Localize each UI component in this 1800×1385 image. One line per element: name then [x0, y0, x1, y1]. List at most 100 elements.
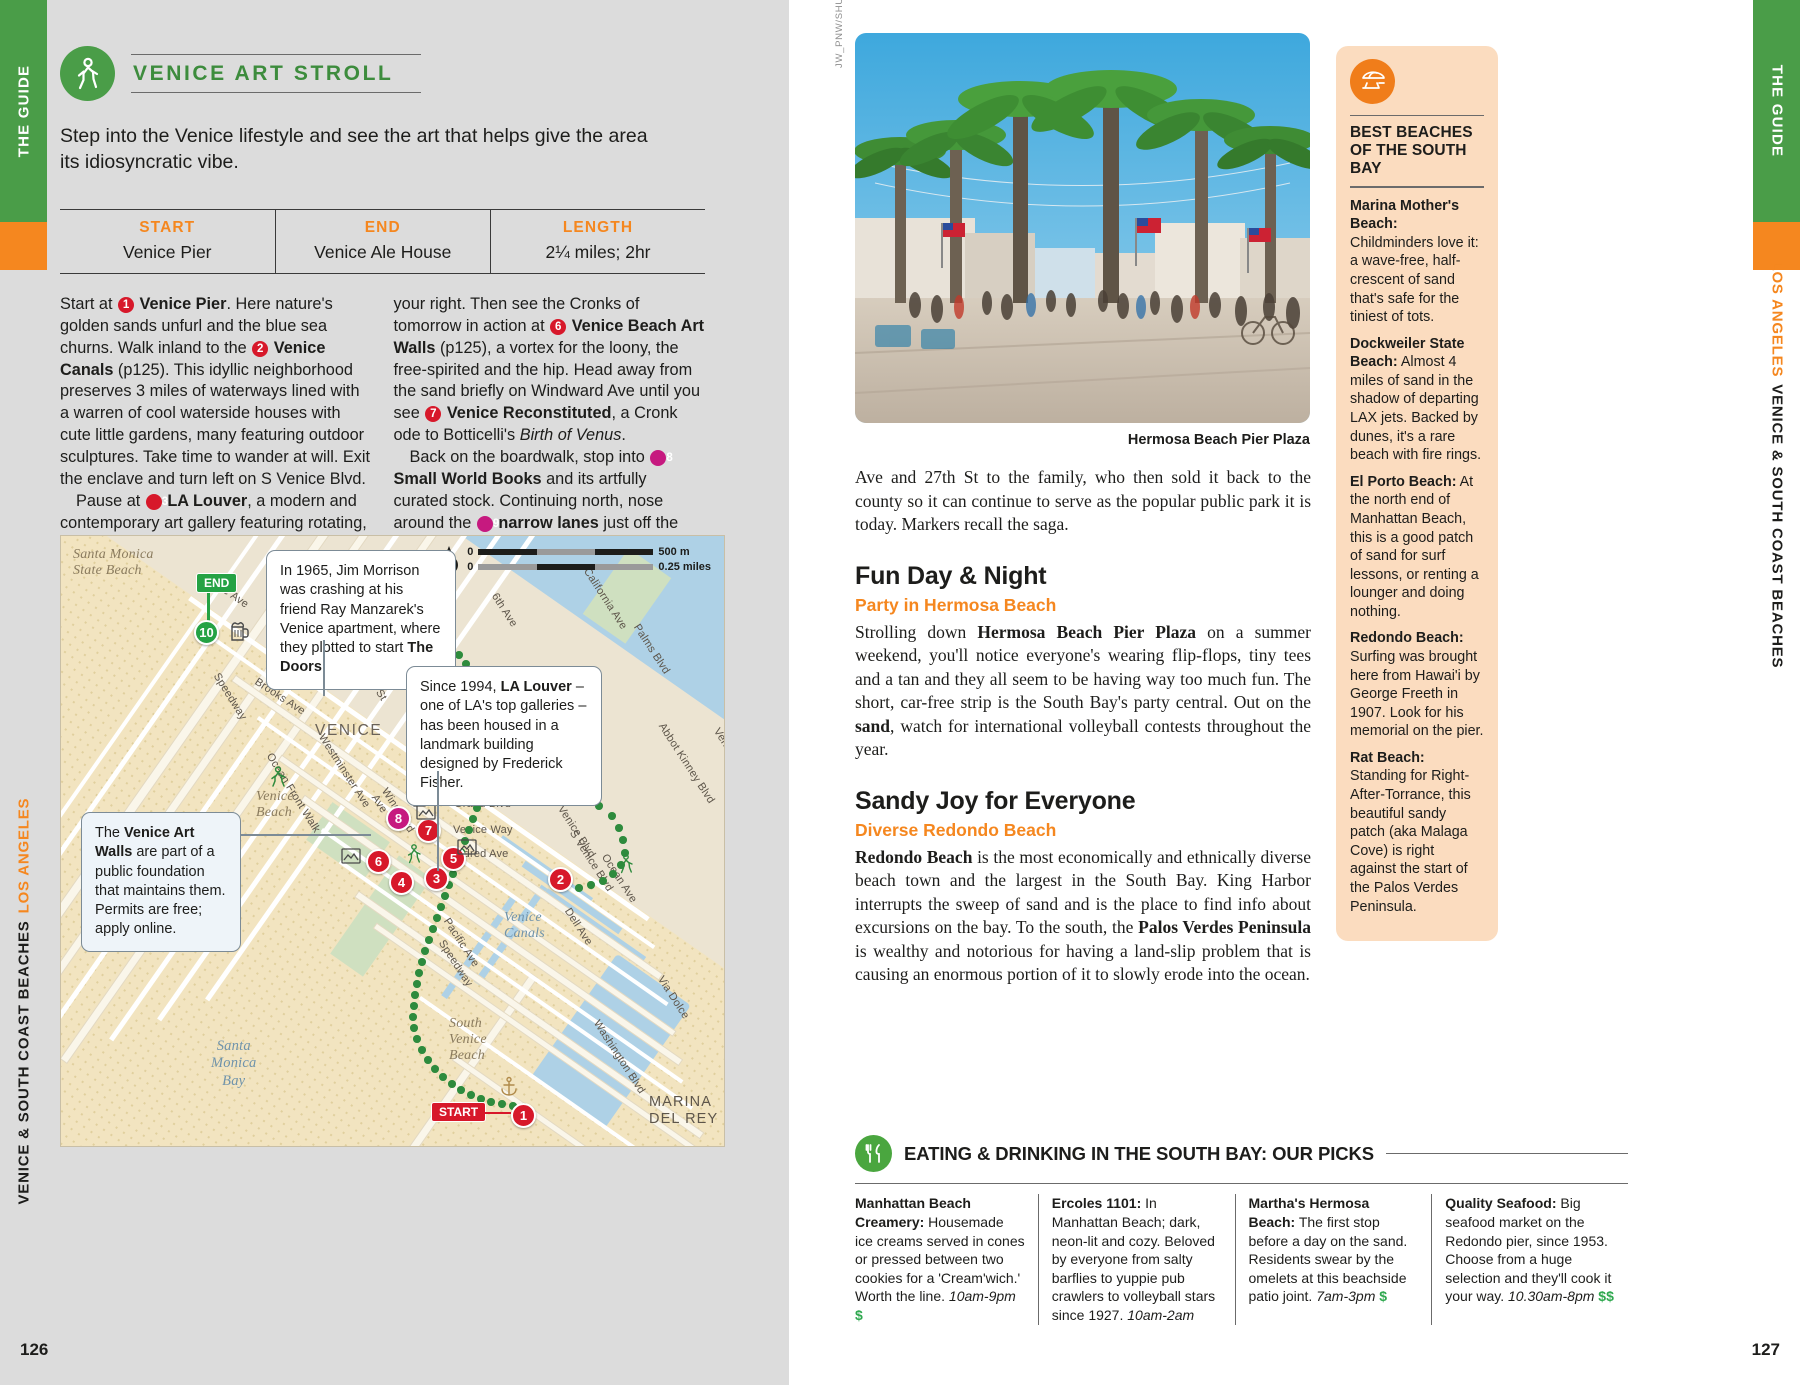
- pick-name: Quality Seafood:: [1445, 1195, 1557, 1212]
- section-subheading-diverse-redondo: Diverse Redondo Beach: [855, 819, 1057, 840]
- info-end-label: END: [364, 218, 401, 236]
- map-label-south-venice-beach: South Venice Beach: [449, 1016, 487, 1064]
- map-label-santa-monica-state-beach: Santa Monica State Beach: [73, 547, 154, 579]
- article-body: Ave and 27th St to the family, who then …: [855, 466, 1311, 987]
- stroll-title: VENICE ART STROLL: [133, 62, 394, 85]
- sidebar-item-name: El Porto Beach:: [1350, 473, 1457, 490]
- sidebar-rule-top: [1350, 115, 1484, 117]
- venice-art-walls-callout-leader: [241, 834, 371, 836]
- stroll-intro: Step into the Venice lifestyle and see t…: [60, 125, 648, 173]
- anchor-icon: [499, 1076, 519, 1103]
- map-pin-8[interactable]: 8: [386, 806, 411, 831]
- article-paragraph-hermosa: Strolling down Hermosa Beach Pier Plaza …: [855, 621, 1311, 760]
- map-pin-6[interactable]: 6: [366, 849, 391, 874]
- pick-text: In Manhattan Beach; dark, neon-lit and c…: [1051, 1195, 1216, 1324]
- pedestrian-icon-2: [406, 844, 422, 869]
- sidebar-item-text: Standing for Right-After-Torrance, this …: [1350, 768, 1471, 915]
- eating-title-rule: [1386, 1152, 1628, 1155]
- map-pin-7[interactable]: 7: [416, 818, 441, 843]
- rtab-chapter: LOS ANGELES VENICE & SOUTH COAST BEACHES: [1753, 262, 1800, 1220]
- map-pin-3[interactable]: 3: [424, 866, 449, 891]
- rtab-the-guide-label: THE GUIDE: [1768, 64, 1785, 158]
- map-label-venice-canals: Venice Canals: [504, 910, 545, 942]
- right-page: THE GUIDE LOS ANGELES VENICE & SOUTH COA…: [790, 0, 1800, 1385]
- map-label-santa-monica-bay: Santa Monica Bay: [211, 1038, 257, 1089]
- venice-art-stroll-map[interactable]: Santa Monica State Beach Venice Beach Sout…: [60, 535, 725, 1147]
- sidebar-item-name: Marina Mother's Beach:: [1350, 197, 1460, 233]
- sidebar-item-name: Dockweiler State Beach:: [1350, 335, 1465, 371]
- la-louver-callout: Since 1994, LA Louver – one of LA's top …: [406, 666, 602, 806]
- walking-person-icon: [60, 46, 115, 101]
- eating-divider-rule: [855, 1183, 1628, 1185]
- eating-header: EATING & DRINKING IN THE SOUTH BAY: OUR …: [855, 1135, 1628, 1172]
- pick-price: $: [1379, 1288, 1388, 1305]
- scale-top-right-label: 500 m: [658, 546, 690, 558]
- sidebar-item-marina-mothers-beach: Marina Mother's Beach: Childminders love…: [1350, 197, 1484, 327]
- sidebar-item-el-porto-beach: El Porto Beach: At the north end of Manh…: [1350, 473, 1484, 622]
- art-frame-icon-2: [341, 848, 361, 869]
- article-lead-paragraph: Ave and 27th St to the family, who then …: [855, 467, 1311, 535]
- map-end-leader: [207, 593, 210, 623]
- tab-the-guide: THE GUIDE: [0, 0, 47, 222]
- eating-pick-quality-seafood: Quality Seafood: Big seafood market on t…: [1431, 1194, 1628, 1325]
- left-tab-column: THE GUIDE VENICE & SOUTH COAST BEACHES L…: [0, 0, 47, 1385]
- pick-text: The first stop before a day on the sand.…: [1248, 1214, 1408, 1305]
- pick-hours: 10am-2am: [1127, 1307, 1195, 1324]
- map-label-marina-del-rey: MARINA DEL REY: [649, 1094, 719, 1128]
- sidebar-item-text: Almost 4 miles of sand in the shadow of …: [1350, 354, 1482, 464]
- map-pin-5[interactable]: 5: [441, 846, 466, 871]
- marker-6: 6: [550, 318, 567, 335]
- map-pin-10[interactable]: 10: [194, 620, 219, 645]
- best-beaches-sidebar: BEST BEACHES OF THE SOUTH BAY Marina Mot…: [1336, 46, 1498, 942]
- stroll-rule-bottom: [131, 92, 421, 93]
- stroll-info-table: START Venice Pier END Venice Ale House L…: [60, 208, 705, 274]
- jim-morrison-callout: In 1965, Jim Morrison was crashing at hi…: [266, 550, 456, 690]
- info-cell-end: END Venice Ale House: [274, 209, 491, 273]
- map-pin-4[interactable]: 4: [389, 870, 414, 895]
- info-end-value: Venice Ale House: [314, 241, 452, 262]
- scale-bottom-left-label: 0: [467, 561, 474, 573]
- sidebar-item-text: Childminders love it: a wave-free, half-…: [1350, 234, 1479, 326]
- section-subheading-party-hermosa: Party in Hermosa Beach: [855, 594, 1057, 615]
- info-cell-start: START Venice Pier: [60, 210, 275, 273]
- rtab-chapter-region: VENICE & SOUTH COAST BEACHES: [1768, 384, 1786, 669]
- page-number-left: 126: [20, 1340, 49, 1359]
- photo-caption: Hermosa Beach Pier Plaza: [1127, 432, 1310, 448]
- eating-drinking-box: EATING & DRINKING IN THE SOUTH BAY: OUR …: [855, 1135, 1628, 1325]
- pick-text: Big seafood market on the Redondo pier, …: [1445, 1195, 1612, 1305]
- map-street-venice-way: Venice Way: [453, 824, 513, 836]
- art-frame-icon-3: [457, 839, 477, 860]
- pick-text: Housemade ice creams served in cones or …: [855, 1214, 1025, 1305]
- pick-name: Manhattan Beach Creamery:: [855, 1195, 971, 1230]
- map-pin-2[interactable]: 2: [548, 867, 573, 892]
- pick-hours: 10.30am-8pm: [1508, 1288, 1595, 1305]
- tab-the-guide-label: THE GUIDE: [15, 64, 32, 158]
- map-label-venice-neighborhood: VENICE: [315, 722, 383, 739]
- marker-3: 3: [145, 494, 168, 510]
- map-start-leader: [479, 1112, 511, 1114]
- pick-price: $: [855, 1307, 863, 1324]
- sidebar-item-text: Surfing was brought here from Hawai'i by…: [1350, 648, 1484, 740]
- pick-name: Martha's Hermosa Beach:: [1248, 1195, 1370, 1230]
- marker-8: 8: [650, 450, 673, 467]
- section-heading-sandy-joy: Sandy Joy for Everyone: [855, 786, 1136, 815]
- info-cell-length: LENGTH 2¼ miles; 2hr: [490, 209, 705, 273]
- fork-knife-icon: [855, 1135, 892, 1172]
- sidebar-item-name: Redondo Beach:: [1350, 630, 1464, 647]
- venice-art-walls-callout: The Venice Art Walls are part of a publi…: [81, 812, 241, 952]
- tab-chapter: VENICE & SOUTH COAST BEACHES LOS ANGELES: [0, 270, 47, 1220]
- scale-bottom-right-label: 0.25 miles: [658, 561, 711, 573]
- pick-hours: 10am-9pm: [948, 1288, 1016, 1305]
- rtab-orange-block: [1753, 222, 1800, 270]
- map-start-label: START: [431, 1102, 487, 1122]
- marker-9: 9: [476, 515, 499, 532]
- map-pin-1[interactable]: 1: [511, 1103, 536, 1128]
- marker-1: 1: [118, 296, 135, 313]
- sidebar-item-dockweiler-state-beach: Dockweiler State Beach: Almost 4 miles o…: [1350, 335, 1484, 465]
- walking-trail-icon: [269, 766, 287, 793]
- map-scale-bar: N 0 500 m 0 0.25 miles: [438, 546, 711, 576]
- pick-name: Ercoles 1101:: [1051, 1195, 1142, 1212]
- section-heading-fun-day-night: Fun Day & Night: [855, 561, 1047, 590]
- jim-morrison-callout-leader: [323, 640, 325, 696]
- tab-chapter-city: LOS ANGELES: [15, 797, 33, 914]
